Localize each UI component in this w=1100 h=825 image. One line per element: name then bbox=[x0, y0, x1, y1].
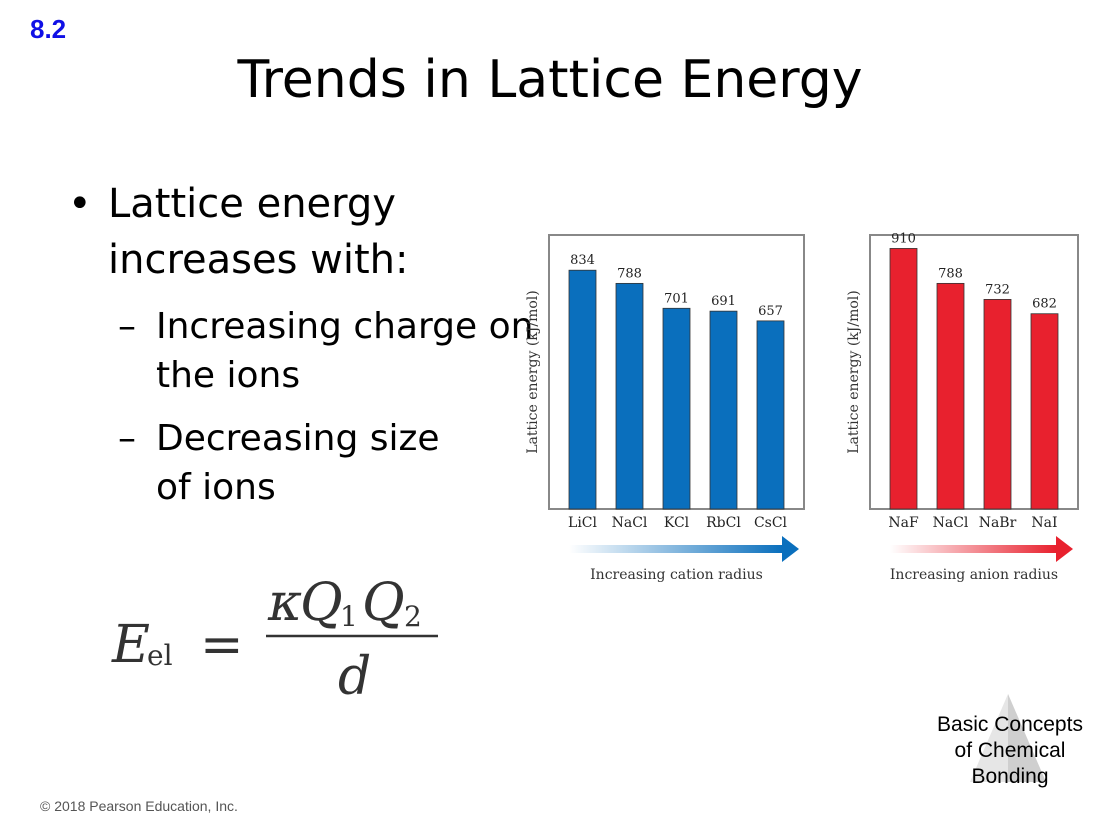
slide-title: Trends in Lattice Energy bbox=[237, 50, 863, 110]
data-label-anion-2: 732 bbox=[985, 282, 1010, 297]
bar-anion-0 bbox=[889, 248, 918, 510]
formula-q1: Q bbox=[300, 573, 343, 633]
category-label-cation-1: NaCl bbox=[612, 515, 648, 531]
formula-q2-subscript: 2 bbox=[404, 600, 422, 633]
bar-cation-1 bbox=[615, 282, 644, 510]
category-label-cation-3: RbCl bbox=[706, 515, 741, 531]
data-label-cation-1: 788 bbox=[617, 266, 642, 281]
lattice-energy-charts: Lattice energy (kJ/mol) 834 LiCl 788 NaCl 701… bbox=[525, 231, 1079, 583]
category-label-anion-3: NaI bbox=[1031, 515, 1057, 531]
bar-cation-3 bbox=[709, 310, 738, 510]
data-label-cation-0: 834 bbox=[570, 253, 595, 268]
category-label-anion-0: NaF bbox=[888, 515, 919, 531]
formula-denominator: d bbox=[338, 647, 371, 707]
sub-bullet-1-line-2: the ions bbox=[156, 355, 301, 396]
formula-lhs: E bbox=[111, 615, 150, 675]
data-label-anion-0: 910 bbox=[891, 231, 916, 246]
bar-cation-0 bbox=[568, 269, 597, 510]
data-label-cation-4: 657 bbox=[758, 304, 783, 319]
data-label-anion-1: 788 bbox=[938, 266, 963, 281]
formula-lhs-subscript: el bbox=[147, 639, 173, 672]
category-label-cation-4: CsCl bbox=[754, 515, 788, 531]
bar-anion-3 bbox=[1030, 313, 1059, 510]
formula-q1-subscript: 1 bbox=[340, 600, 358, 633]
formula-kappa: κ bbox=[267, 573, 302, 633]
sub-bullet-1-line-1: Increasing charge on bbox=[156, 306, 534, 347]
y-axis-label-anion: Lattice energy (kJ/mol) bbox=[846, 290, 862, 453]
bar-cation-4 bbox=[756, 320, 785, 510]
sub-bullet-dash-1: – bbox=[118, 306, 136, 347]
data-label-anion-3: 682 bbox=[1032, 297, 1057, 312]
data-label-cation-2: 701 bbox=[664, 291, 689, 306]
bullet-line-1: Lattice energy bbox=[108, 181, 396, 227]
category-label-anion-2: NaBr bbox=[979, 515, 1017, 531]
bullet-dot: • bbox=[68, 181, 92, 227]
x-axis-label-cation: Increasing cation radius bbox=[590, 567, 763, 583]
formula-equals: = bbox=[200, 615, 244, 675]
category-label-cation-2: KCl bbox=[664, 515, 690, 531]
section-number: 8.2 bbox=[30, 14, 67, 44]
trend-arrow-head-anion bbox=[1056, 536, 1073, 562]
chapter-tag: Basic Concepts of Chemical Bonding bbox=[930, 712, 1090, 790]
bar-cation-2 bbox=[662, 307, 691, 510]
data-label-cation-3: 691 bbox=[711, 294, 736, 309]
y-axis-label-cation: Lattice energy (kJ/mol) bbox=[525, 290, 541, 453]
bar-anion-1 bbox=[936, 282, 965, 510]
chapter-tag-line-3: Bonding bbox=[971, 765, 1049, 788]
sub-bullet-2-line-2: of ions bbox=[156, 467, 276, 508]
bar-anion-2 bbox=[983, 299, 1012, 510]
x-axis-label-anion: Increasing anion radius bbox=[890, 567, 1058, 583]
sub-bullet-dash-2: – bbox=[118, 418, 136, 459]
category-label-cation-0: LiCl bbox=[568, 515, 597, 531]
pyramid-logo bbox=[970, 694, 1046, 782]
trend-arrow-head-cation bbox=[782, 536, 799, 562]
trend-arrow-shaft-anion bbox=[890, 545, 1056, 553]
copyright-footer: © 2018 Pearson Education, Inc. bbox=[40, 798, 238, 814]
category-label-anion-1: NaCl bbox=[933, 515, 969, 531]
formula-q2: Q bbox=[362, 573, 405, 633]
chapter-tag-line-1: Basic Concepts bbox=[937, 713, 1083, 736]
chapter-tag-line-2: of Chemical bbox=[954, 739, 1066, 762]
bullet-line-2: increases with: bbox=[108, 237, 409, 283]
trend-arrow-shaft-cation bbox=[569, 545, 782, 553]
coulomb-formula: E el = κ Q 1 Q 2 d bbox=[111, 573, 438, 707]
sub-bullet-2-line-1: Decreasing size bbox=[156, 418, 440, 459]
